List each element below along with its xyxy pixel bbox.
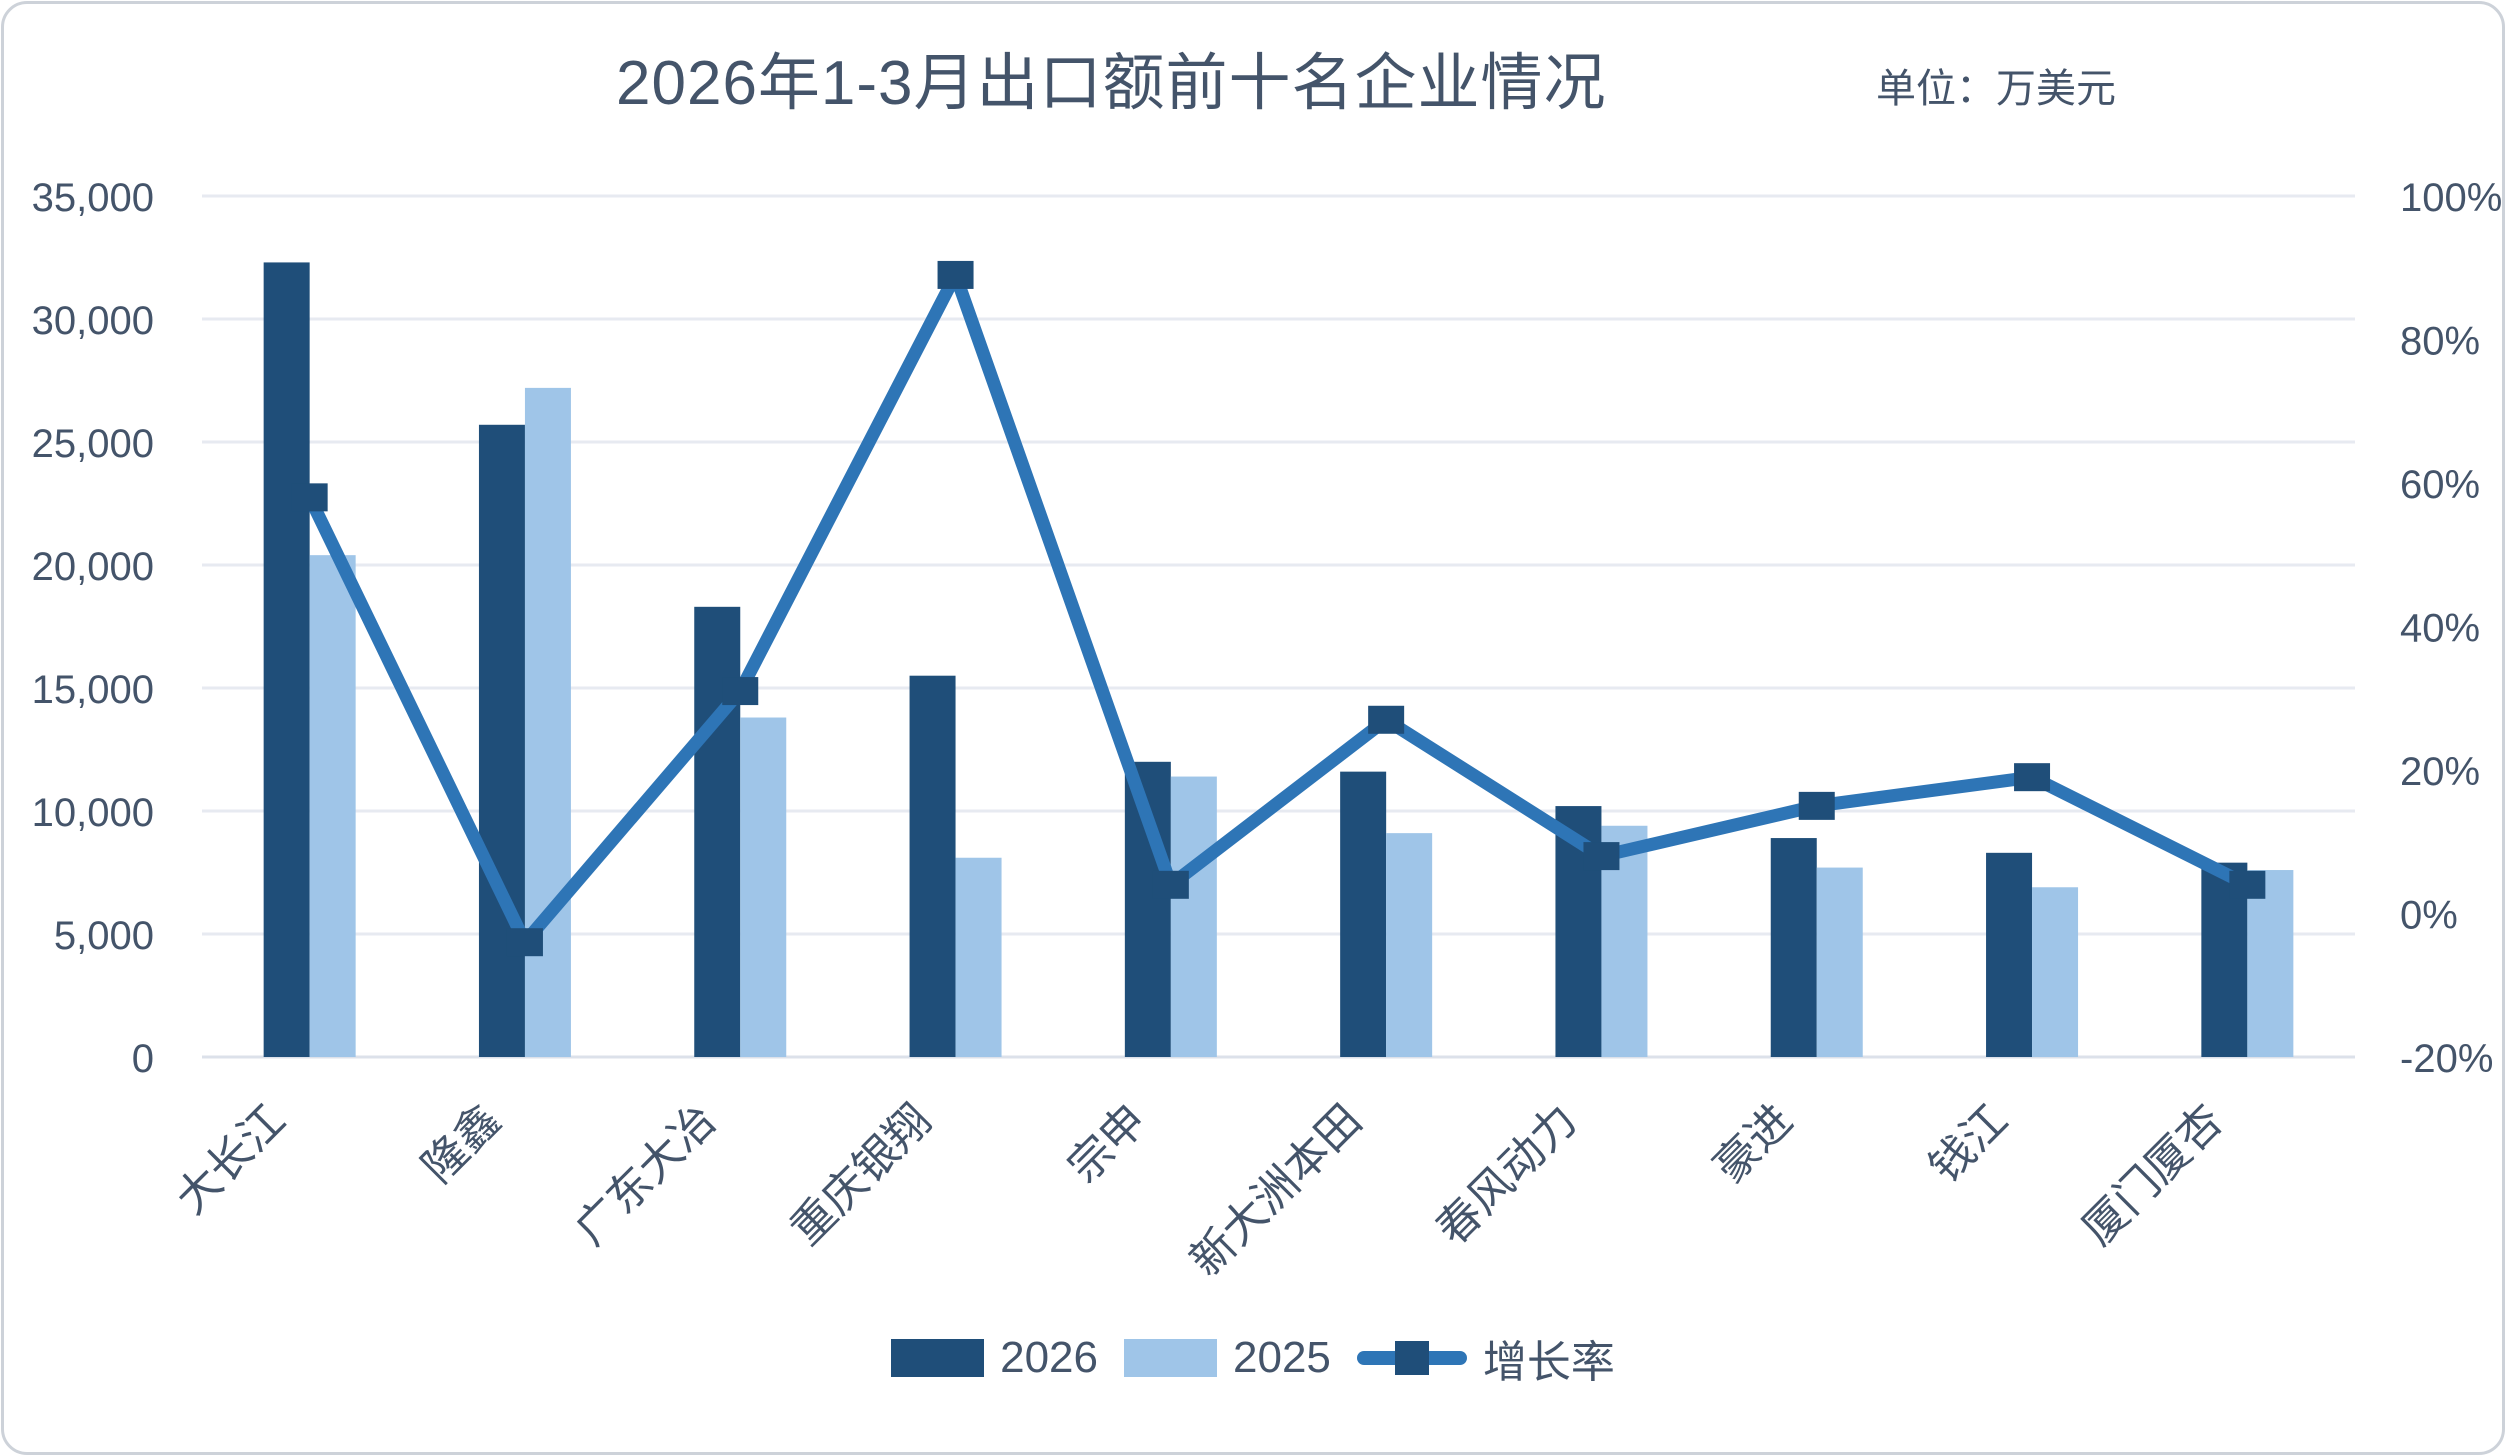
growth-marker-宗申	[1152, 870, 1189, 899]
x-axis-label-大长江: 大长江	[167, 1095, 295, 1223]
bar-2025-隆鑫	[524, 387, 571, 1057]
bar-2025-广东大冶	[740, 717, 787, 1057]
growth-marker-隆鑫	[506, 928, 543, 957]
growth-marker-广东大冶	[722, 677, 759, 706]
x-axis-label-隆鑫: 隆鑫	[413, 1095, 510, 1192]
legend-label-2026: 2026	[1000, 1333, 1098, 1382]
right-axis-tick-40%: 40%	[2400, 607, 2480, 651]
bar-2026-重庆银翔	[909, 675, 956, 1057]
legend-label-2025: 2025	[1233, 1333, 1331, 1382]
bar-2026-豪进	[1770, 838, 1817, 1057]
x-axis-label-钱江: 钱江	[1920, 1095, 2017, 1192]
left-axis-tick-10,000: 10,000	[32, 791, 154, 835]
bar-2025-大长江	[309, 555, 356, 1057]
legend-item-growth-rate: 增长率	[1356, 1326, 1615, 1390]
bar-2025-豪进	[1816, 867, 1863, 1057]
bar-2026-广东大冶	[694, 606, 741, 1057]
plot-area: 0 5,000 10,000 15,000 20,000 25,000 30,000 35,0…	[32, 176, 2502, 1286]
left-axis-tick-5,000: 5,000	[54, 914, 154, 958]
x-axis-label-春风动力: 春风动力	[1427, 1095, 1586, 1254]
legend-item-2025: 2025	[1124, 1333, 1331, 1383]
right-axis-tick-100%: 100%	[2400, 176, 2502, 220]
legend-swatch-2026	[891, 1339, 985, 1377]
legend-item-2026: 2026	[891, 1333, 1098, 1383]
x-axis-label-广东大冶: 广东大冶	[566, 1095, 725, 1254]
right-axis-tick-80%: 80%	[2400, 320, 2480, 364]
x-axis-label-豪进: 豪进	[1705, 1095, 1802, 1192]
legend-marker-icon	[1394, 1341, 1429, 1375]
bar-2026-新大洲本田	[1340, 771, 1387, 1057]
growth-marker-春风动力	[1583, 842, 1620, 871]
legend-swatch-2025	[1124, 1339, 1217, 1377]
growth-marker-大长江	[291, 483, 328, 512]
right-axis-tick-60%: 60%	[2400, 463, 2480, 507]
growth-marker-厦门厦杏	[2229, 870, 2266, 899]
x-axis-label-厦门厦杏: 厦门厦杏	[2073, 1095, 2232, 1254]
legend-line-sample	[1356, 1338, 1467, 1378]
growth-rate-line	[303, 268, 2254, 949]
legend: 2026 2025 增长率	[4, 1326, 2502, 1390]
bar-2026-隆鑫	[478, 424, 525, 1057]
left-axis-tick-15,000: 15,000	[32, 668, 154, 712]
x-axis-label-新大洲本田: 新大洲本田	[1181, 1095, 1371, 1285]
right-axis-tick-0%: 0%	[2400, 894, 2458, 938]
bar-2026-大长江	[263, 262, 310, 1057]
bar-2025-新大洲本田	[1386, 833, 1433, 1057]
left-axis-tick-30,000: 30,000	[32, 299, 154, 343]
bar-2025-厦门厦杏	[2247, 870, 2294, 1057]
left-axis-tick-25,000: 25,000	[32, 422, 154, 466]
legend-label-growth-rate: 增长率	[1482, 1338, 1615, 1387]
bar-2025-宗申	[1170, 776, 1217, 1057]
x-axis-label-宗申: 宗申	[1059, 1095, 1156, 1192]
x-axis-label-重庆银翔: 重庆银翔	[782, 1095, 941, 1254]
left-axis-tick-35,000: 35,000	[32, 176, 154, 220]
growth-marker-豪进	[1798, 791, 1835, 820]
right-axis-tick-20%: 20%	[2400, 750, 2480, 794]
growth-marker-新大洲本田	[1368, 705, 1405, 734]
left-axis-tick-20,000: 20,000	[32, 545, 154, 589]
growth-marker-重庆银翔	[937, 260, 974, 289]
left-axis-tick-0: 0	[132, 1037, 154, 1081]
bar-2025-钱江	[2032, 887, 2079, 1057]
chart-title: 2026年1-3月出口额前十名企业情况	[616, 49, 1607, 118]
growth-marker-钱江	[2014, 763, 2051, 792]
bar-2026-钱江	[1986, 852, 2033, 1057]
unit-label: 单位：万美元	[1876, 67, 2116, 111]
right-axis-tick--20%: -20%	[2400, 1037, 2493, 1081]
bar-2025-重庆银翔	[955, 857, 1002, 1057]
